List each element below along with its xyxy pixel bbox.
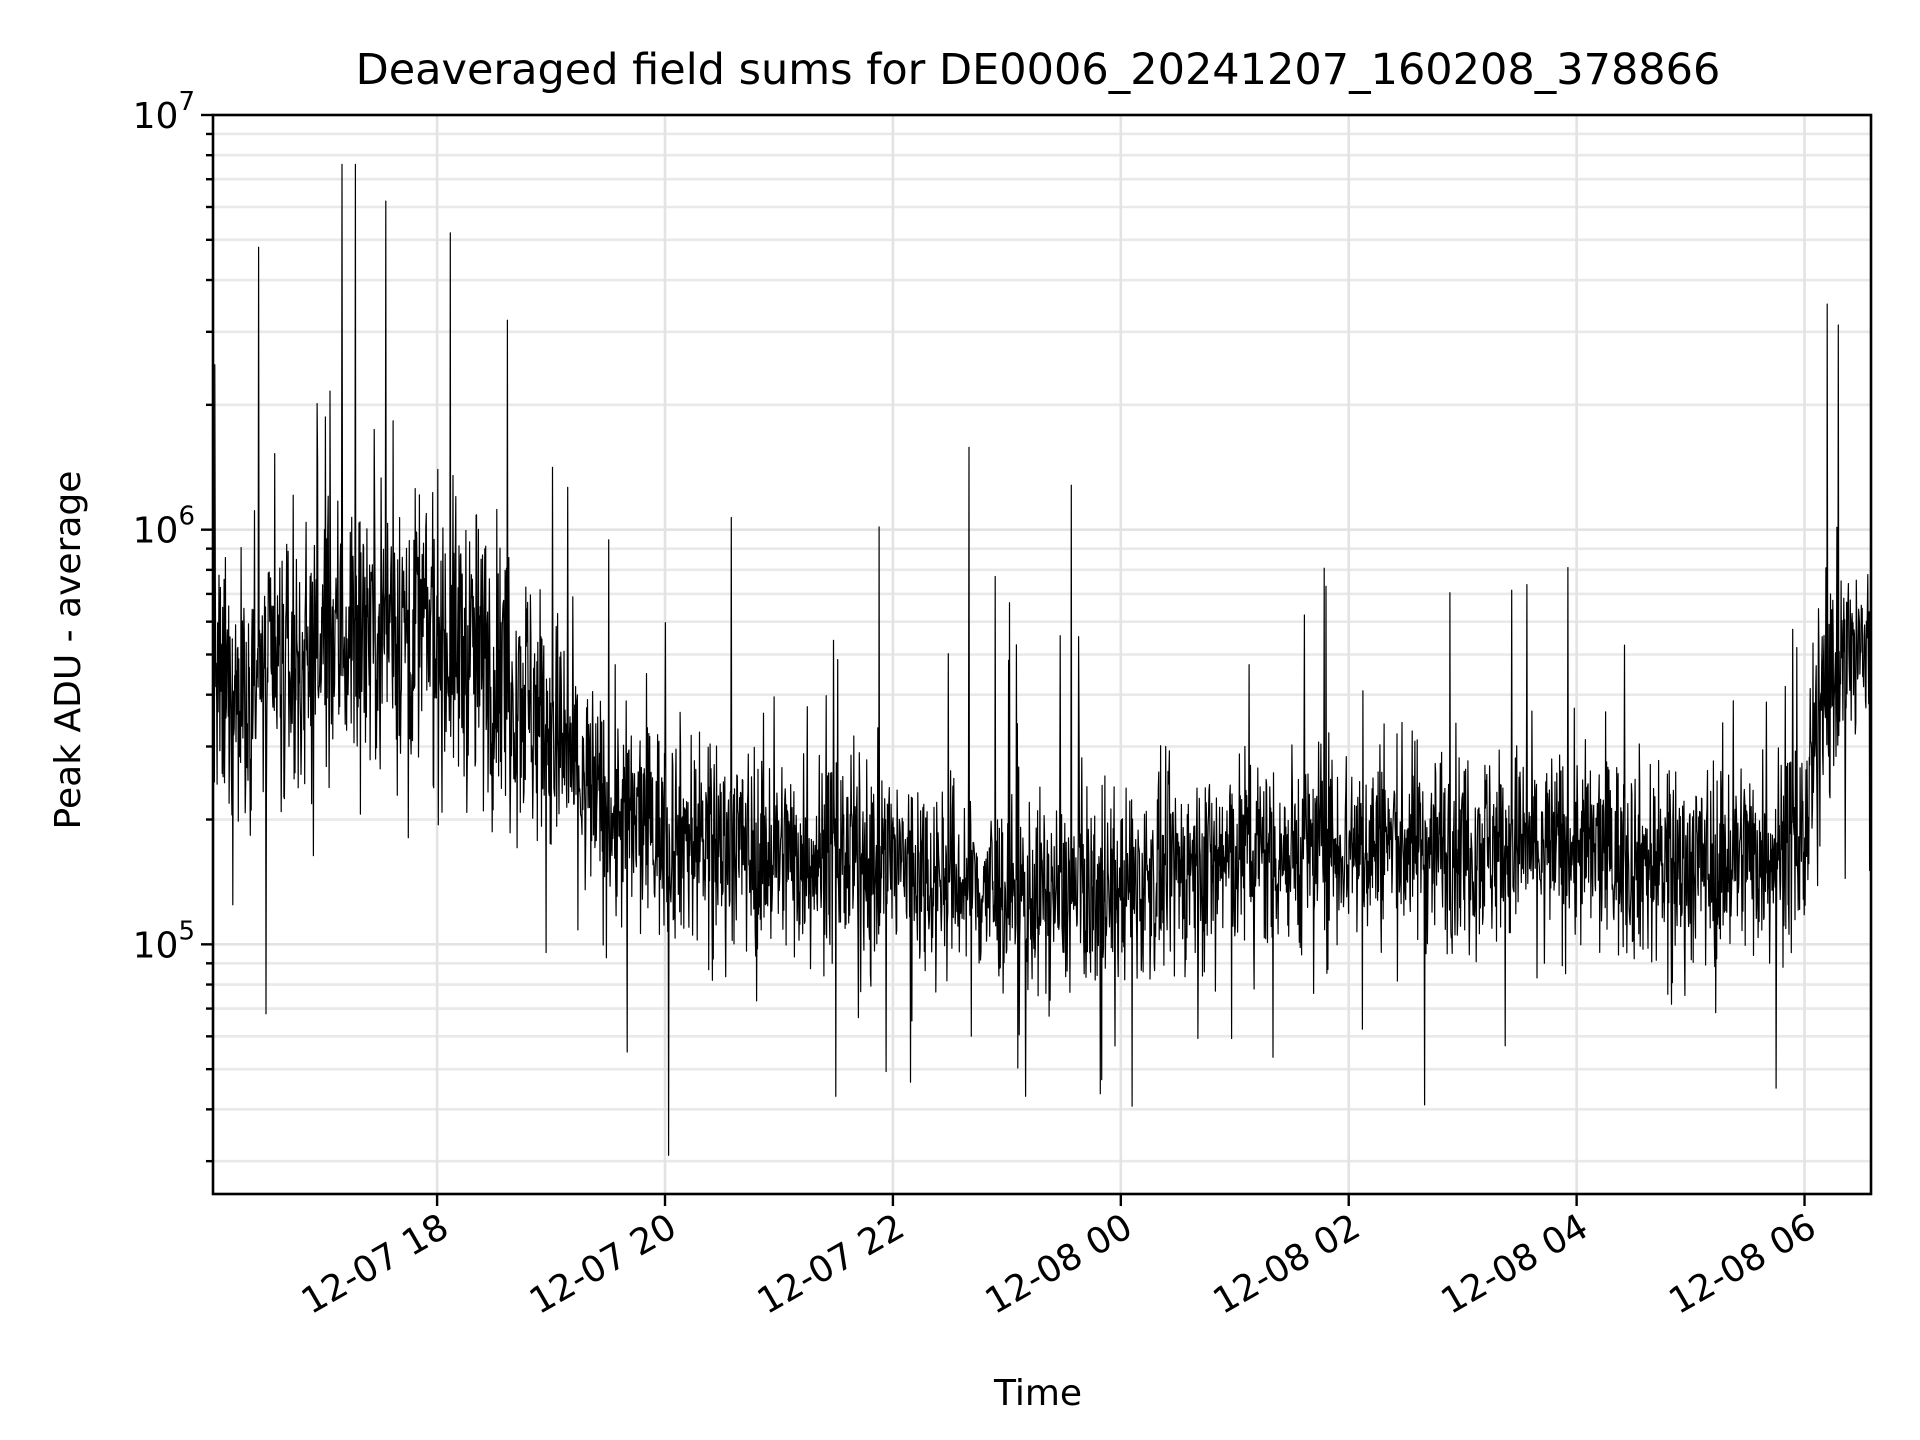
chart-title: Deaveraged field sums for DE0006_2024120… <box>356 45 1721 95</box>
y-tick-label: 107 <box>133 87 195 137</box>
series-line <box>212 163 1872 1156</box>
x-axis-label: Time <box>993 1373 1082 1414</box>
y-tick-label: 106 <box>133 502 195 552</box>
y-axis-label: Peak ADU - average <box>48 471 89 830</box>
y-axis: 105 106 107 <box>133 87 213 1163</box>
series-group <box>212 163 1872 1156</box>
y-tick-label: 105 <box>133 916 195 966</box>
